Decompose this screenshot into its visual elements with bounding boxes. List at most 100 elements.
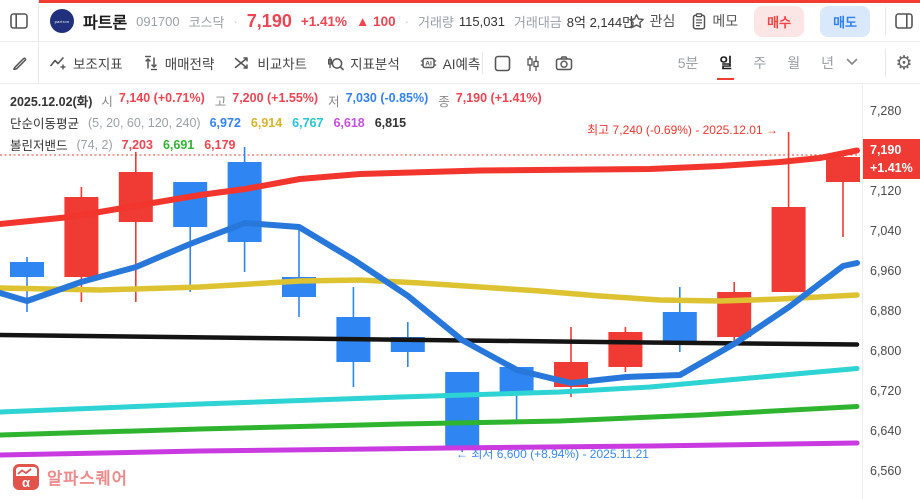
snapshot-button[interactable] <box>555 55 573 71</box>
volume-label: 거래량 <box>418 14 454 30</box>
chart-type-button[interactable] <box>525 55 541 72</box>
svg-text:AI: AI <box>425 60 432 67</box>
logo-alpha: α <box>22 475 30 490</box>
strategy-label: 매매전략 <box>164 57 215 72</box>
axis-tick: 6,560 <box>870 464 902 478</box>
low-annotation: ← 최저 6,600 (+8.94%) - 2025.11.21 <box>456 447 649 461</box>
volume-value: 115,031 <box>458 13 505 29</box>
panel-left-toggle[interactable] <box>8 10 30 32</box>
legend-value: 6,914 <box>250 115 283 130</box>
timeframe-day[interactable]: 일 <box>717 43 735 83</box>
chart-date: 2025.12.02(화) <box>10 95 93 109</box>
separator: · <box>404 13 409 29</box>
chevron-down-icon <box>846 58 858 65</box>
watermark-text: 알파스퀘어 <box>47 470 128 488</box>
watchlist-button[interactable]: 관심 <box>628 11 676 31</box>
watchlist-label: 관심 <box>649 13 676 29</box>
legend-value: 7,203 <box>121 137 153 152</box>
ai-chip-icon: AI <box>420 57 436 69</box>
legend-value: 6,767 <box>292 115 324 130</box>
logo-chart-area <box>15 466 37 476</box>
draw-tool-button[interactable] <box>8 52 32 74</box>
high-annotation: 최고 7,240 (-0.69%) - 2025.12.01 → <box>587 123 778 137</box>
indicators-button[interactable]: 보조지표 <box>50 53 123 73</box>
star-icon <box>628 13 644 28</box>
timeframe-more-button[interactable] <box>846 58 858 66</box>
indicator-chart-icon <box>50 57 66 70</box>
legend-value: 6,618 <box>333 115 365 130</box>
stock-code: 091700 <box>136 13 180 29</box>
strategy-button[interactable]: 매매전략 <box>143 53 215 73</box>
top-bar-actions: 관심 메모 매수 매도 <box>628 0 870 42</box>
stock-price: 7,190 <box>246 10 292 31</box>
stock-logo: partron <box>50 9 74 33</box>
pencil-icon <box>13 57 27 71</box>
axis-tick: 7,040 <box>870 224 902 238</box>
buy-button[interactable]: 매수 <box>754 5 805 37</box>
current-price-change: +1.41% <box>870 161 913 176</box>
sma-values: 6,972 6,914 6,767 6,618 6,815 <box>210 116 406 130</box>
indicator-analysis-button[interactable]: 지표분석 <box>327 53 400 73</box>
compare-shuffle-icon <box>235 57 249 69</box>
memo-button[interactable]: 메모 <box>691 11 738 31</box>
ai-predict-button[interactable]: AI AI예측 <box>420 53 481 73</box>
axis-tick: 6,640 <box>870 424 902 438</box>
candlestick-icon <box>527 55 539 71</box>
price-change-pct: +1.41% <box>300 13 348 29</box>
bollinger-values: 7,203 6,691 6,179 <box>122 138 236 152</box>
timeframe-5min[interactable]: 5분 <box>677 55 699 71</box>
toolbar-icon-group <box>494 42 573 84</box>
stock-name: 파트론 <box>83 15 128 32</box>
bollinger-params: (74, 2) <box>76 137 113 152</box>
sma-params: (5, 20, 60, 120, 240) <box>88 115 201 130</box>
turnover-value: 8억 2,144만 <box>566 14 635 30</box>
sma-label: 단순이동평균 <box>10 117 80 131</box>
toolbar-buttons: 보조지표 매매전략 비교차트 <box>50 42 480 84</box>
current-price-value: 7,190 <box>870 143 902 157</box>
axis-tick: 7,280 <box>870 104 902 118</box>
memo-icon <box>693 12 706 29</box>
axis-tick: 7,120 <box>870 184 902 198</box>
legend-value: 7,140 (+0.71%) <box>118 91 205 105</box>
stock-header: partron 파트론 091700 코스닥 · 7,190 +1.41% ▲ … <box>50 0 634 42</box>
memo-label: 메모 <box>712 13 739 29</box>
timeframe-month[interactable]: 월 <box>787 55 801 71</box>
bollinger-label: 볼린저밴드 <box>10 139 68 153</box>
ohlc-values: 시 7,140 (+0.71%) 고 7,200 (+1.55%) 저 7,030 (-0… <box>101 91 541 110</box>
legend-value: 7,200 (+1.55%) <box>232 91 319 105</box>
panel-right-toggle[interactable] <box>893 10 915 32</box>
panel-left-icon <box>10 13 28 29</box>
ohlc-label: 종 <box>438 95 450 109</box>
divider <box>885 7 886 35</box>
timeframe-selector: 5분 일 주 월 년 <box>678 42 834 84</box>
axis-tick: 6,720 <box>870 384 902 398</box>
bollinger-legend: 볼린저밴드 (74, 2) 7,203 6,691 6,179 <box>10 135 236 154</box>
ohlc-legend: 2025.12.02(화) 시 7,140 (+0.71%) 고 7,200 (+1.… <box>10 91 542 110</box>
indicators-label: 보조지표 <box>73 57 123 72</box>
legend-value: 6,179 <box>204 137 236 152</box>
alphasquare-watermark: α 알파스퀘어 <box>13 464 128 490</box>
turnover-label: 거래대금 <box>513 14 562 30</box>
compare-chart-label: 비교차트 <box>257 57 308 72</box>
sma-legend: 단순이동평균 (5, 20, 60, 120, 240) 6,972 6,914 6… <box>10 113 406 132</box>
ohlc-label: 저 <box>328 95 340 109</box>
camera-icon <box>555 56 573 71</box>
strategy-arrows-icon <box>144 55 157 71</box>
divider <box>482 52 483 74</box>
timeframe-year[interactable]: 년 <box>821 55 834 71</box>
sell-button[interactable]: 매도 <box>820 5 870 37</box>
timeframe-week[interactable]: 주 <box>753 55 767 71</box>
analysis-magnifier-icon <box>328 57 344 71</box>
indicator-analysis-label: 지표분석 <box>350 57 400 72</box>
volume-info: 거래량 115,031 <box>418 12 505 31</box>
layout-button[interactable] <box>494 55 511 72</box>
price-change-abs: ▲ 100 <box>356 13 396 29</box>
compare-chart-button[interactable]: 비교차트 <box>234 53 307 73</box>
ai-predict-label: AI예측 <box>442 57 481 72</box>
turnover-info: 거래대금 8억 2,144만 <box>514 12 634 31</box>
legend-value: 7,190 (+1.41%) <box>455 91 542 105</box>
stock-market: 코스닥 <box>188 14 225 30</box>
settings-button[interactable]: ⚙ <box>891 51 917 75</box>
legend-value: 7,030 (-0.85%) <box>345 91 429 105</box>
